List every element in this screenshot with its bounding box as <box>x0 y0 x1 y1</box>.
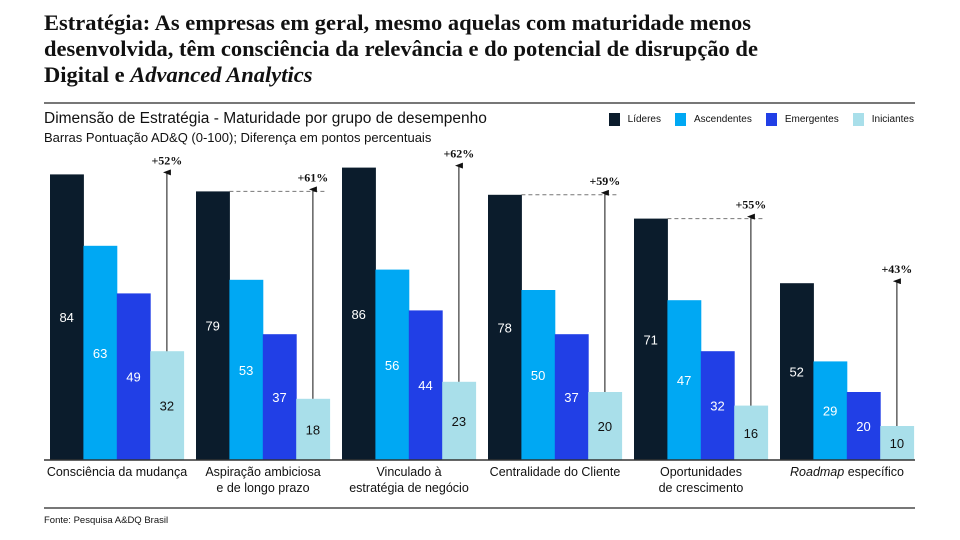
bar-value-label: 37 <box>272 390 286 405</box>
bar-emergentes <box>846 392 881 460</box>
legend-swatch <box>675 113 686 126</box>
bar-ascendentes <box>667 300 702 460</box>
bar-emergentes <box>262 334 297 460</box>
difference-label: +59% <box>589 174 620 188</box>
bar-value-label: 44 <box>418 378 432 393</box>
bar-líderes <box>634 218 668 460</box>
bar-value-label: 20 <box>856 419 870 434</box>
category-label: Aspiração ambiciosa e de longo prazo <box>190 464 336 496</box>
category-label-line: Aspiração ambiciosa <box>205 465 321 479</box>
category-label-line: Consciência da mudança <box>46 465 188 479</box>
title-line-3: Digital e <box>44 62 131 87</box>
bar-iniciantes <box>880 426 915 460</box>
difference-label: +61% <box>297 170 328 184</box>
legend: Líderes Ascendentes Emergentes Iniciantes <box>608 113 914 126</box>
bar-value-label: 52 <box>789 365 803 380</box>
legend-label: Emergentes <box>784 114 839 125</box>
bar-ascendentes <box>375 269 410 460</box>
bar-iniciantes <box>442 381 477 460</box>
bar-iniciantes <box>296 398 331 460</box>
bar-value-label: 71 <box>643 332 657 347</box>
bar-ascendentes <box>813 361 848 460</box>
bar-value-label: 53 <box>239 363 253 378</box>
difference-label: +43% <box>881 262 912 276</box>
bar-líderes <box>780 283 814 460</box>
bar-iniciantes <box>734 405 769 460</box>
bar-value-label: 37 <box>564 390 578 405</box>
category-label-line: Centralidade do Cliente <box>489 465 621 479</box>
legend-item-líderes: Líderes <box>608 113 661 126</box>
bar-value-label: 16 <box>744 426 758 441</box>
bar-ascendentes <box>521 290 556 460</box>
title-line-3-italic: Advanced Analytics <box>130 62 313 87</box>
category-label: Vinculado à estratégia de negócio <box>336 464 482 496</box>
bar-value-label: 32 <box>160 399 174 414</box>
category-label: Centralidade do Cliente <box>482 464 628 480</box>
legend-item-ascendentes: Ascendentes <box>675 113 752 126</box>
bar-emergentes <box>554 334 589 460</box>
category-label: Oportunidades de crescimento <box>628 464 774 496</box>
category-label-line: estratégia de negócio <box>349 481 469 495</box>
title-line-1: Estratégia: As empresas em geral, mesmo … <box>44 10 751 35</box>
legend-item-emergentes: Emergentes <box>765 113 839 126</box>
bar-value-label: 47 <box>677 373 691 388</box>
category-label-line: Vinculado à <box>376 465 442 479</box>
bar-value-label: 50 <box>531 368 545 383</box>
bar-value-label: 29 <box>823 404 837 419</box>
bar-value-label: 32 <box>710 399 724 414</box>
category-label: Roadmap específico <box>774 464 920 480</box>
bar-ascendentes <box>229 279 264 460</box>
bar-value-label: 78 <box>497 320 511 335</box>
slide-title: Estratégia: As empresas em geral, mesmo … <box>44 10 944 88</box>
bar-value-label: 63 <box>93 346 107 361</box>
legend-label: Ascendentes <box>694 114 752 125</box>
category-label-line: e de longo prazo <box>216 481 310 495</box>
difference-label: +52% <box>151 153 182 167</box>
bottom-divider <box>44 507 915 509</box>
bar-ascendentes <box>83 245 118 460</box>
legend-swatch <box>608 113 620 126</box>
bar-líderes <box>196 191 230 460</box>
bar-value-label: 23 <box>452 414 466 429</box>
bar-value-label: 84 <box>59 310 73 325</box>
legend-swatch <box>765 113 777 126</box>
category-label-line: de crescimento <box>658 481 744 495</box>
difference-label: +62% <box>443 147 474 161</box>
bar-value-label: 49 <box>126 370 140 385</box>
top-divider <box>44 102 915 104</box>
bar-iniciantes <box>150 351 185 460</box>
bar-iniciantes <box>588 392 623 460</box>
legend-swatch <box>852 113 864 126</box>
bar-emergentes <box>700 351 735 460</box>
category-label-line: Oportunidades <box>659 465 742 479</box>
bar-value-label: 86 <box>351 307 365 322</box>
chart-subtitle-2: Barras Pontuação AD&Q (0-100); Diferença… <box>44 130 432 145</box>
bar-líderes <box>342 167 376 460</box>
bar-líderes <box>50 174 84 460</box>
bar-líderes <box>488 194 522 461</box>
difference-label: +55% <box>735 198 766 212</box>
chart-subtitle: Dimensão de Estratégia - Maturidade por … <box>44 110 487 127</box>
category-label: Consciência da mudança <box>44 464 190 480</box>
category-label-italic: Roadmap <box>790 465 845 479</box>
bar-value-label: 18 <box>306 422 320 437</box>
title-line-2: desenvolvida, têm consciência da relevân… <box>44 36 758 61</box>
bar-emergentes <box>116 293 151 460</box>
bar-value-label: 79 <box>205 319 219 334</box>
category-label-text: específico <box>844 465 904 479</box>
legend-label: Líderes <box>627 114 661 125</box>
bar-value-label: 56 <box>385 358 399 373</box>
bar-emergentes <box>408 310 443 460</box>
bar-value-label: 10 <box>890 436 904 451</box>
bar-value-label: 20 <box>598 419 612 434</box>
legend-item-iniciantes: Iniciantes <box>852 113 914 126</box>
source-note: Fonte: Pesquisa A&DQ Brasil <box>44 515 169 526</box>
legend-label: Iniciantes <box>871 114 914 125</box>
